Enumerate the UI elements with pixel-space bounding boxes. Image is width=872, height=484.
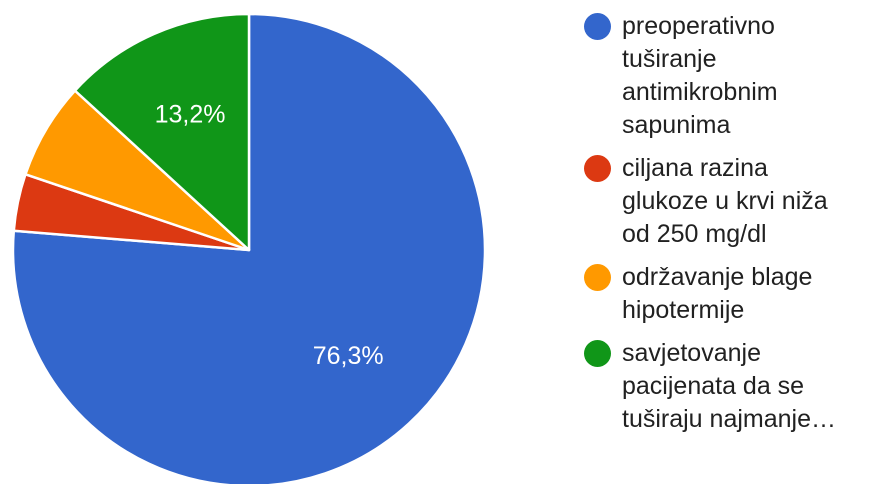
chart-legend: preoperativno tuširanje antimikrobnim sa…	[584, 10, 869, 446]
legend-label-line: sapunima	[622, 111, 731, 139]
legend-label-line: tuširanje	[622, 45, 717, 73]
legend-label-line: savjetovanje	[622, 339, 761, 367]
legend-label-line: održavanje blage	[622, 263, 813, 291]
legend-item[interactable]: ciljana razina glukoze u krvi niža od 25…	[584, 152, 869, 251]
pie-slice-value-label: 76,3%	[313, 342, 384, 370]
pie-chart: 76,3% 13,2%	[11, 12, 487, 484]
legend-swatch	[584, 155, 611, 182]
legend-item[interactable]: održavanje blage hipotermije	[584, 261, 869, 327]
legend-label-line: tuširaju najmanje…	[622, 405, 836, 433]
pie-slice-labels: 76,3% 13,2%	[155, 101, 384, 371]
legend-item[interactable]: preoperativno tuširanje antimikrobnim sa…	[584, 10, 869, 142]
pie-slices	[11, 12, 487, 484]
legend-swatch	[584, 340, 611, 367]
legend-swatch	[584, 264, 611, 291]
legend-label-line: od 250 mg/dl	[622, 220, 767, 248]
legend-label-line: pacijenata da se	[622, 372, 805, 400]
legend-label-line: antimikrobnim	[622, 78, 778, 106]
legend-swatch	[584, 13, 611, 40]
legend-label-line: preoperativno	[622, 12, 775, 40]
legend-item[interactable]: savjetovanje pacijenata da se tuširaju n…	[584, 337, 869, 436]
legend-label-line: glukoze u krvi niža	[622, 187, 828, 215]
pie-slice-value-label: 13,2%	[155, 101, 226, 129]
pie-slice-4[interactable]	[73, 12, 251, 252]
legend-label-line: ciljana razina	[622, 154, 768, 182]
legend-label-line: hipotermije	[622, 296, 745, 324]
